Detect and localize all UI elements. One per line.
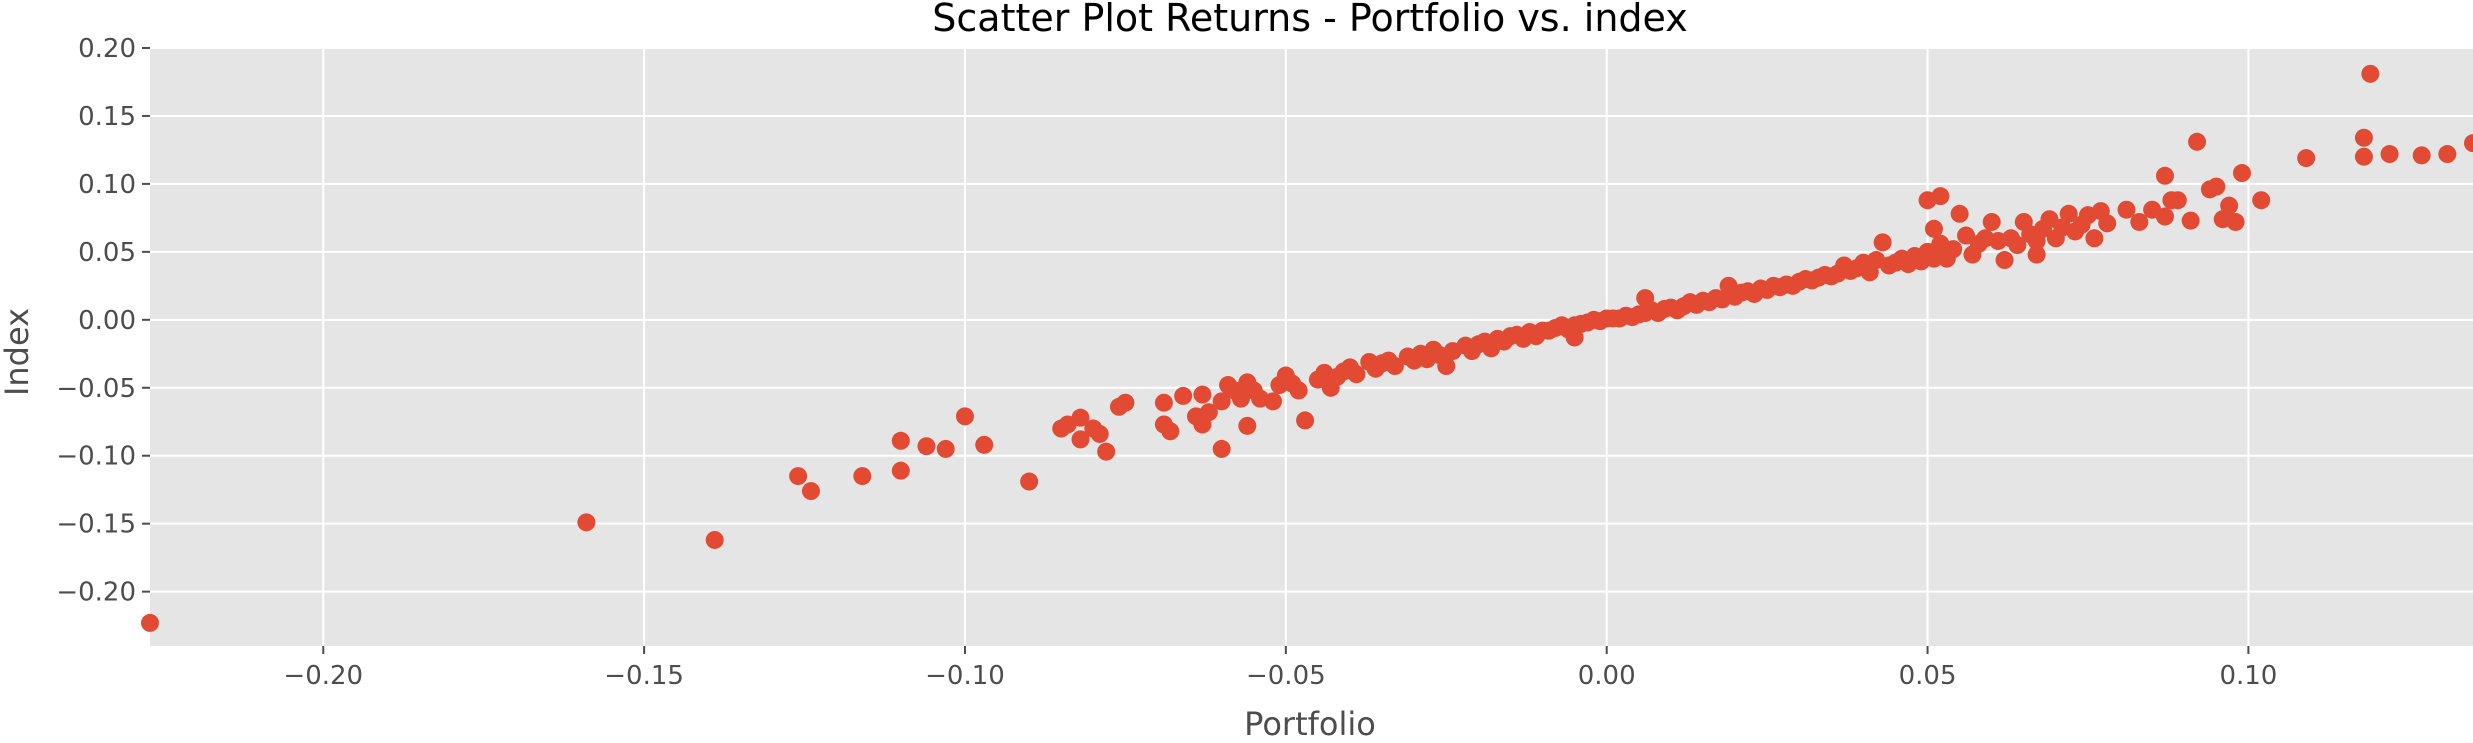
data-point [955,407,974,426]
data-point [936,439,955,458]
data-point [2354,147,2373,166]
x-tick-label: 0.10 [2219,661,2277,691]
x-tick-label: −0.20 [283,661,363,691]
data-point [1116,393,1135,412]
data-point [2155,166,2174,185]
data-point [2207,177,2226,196]
chart-title: Scatter Plot Returns - Portfolio vs. ind… [932,0,1687,40]
data-point [2130,212,2149,231]
data-point [2098,214,2117,233]
data-point [1090,424,1109,443]
data-point [2361,64,2380,83]
y-tick-label: 0.05 [78,238,136,268]
data-points [141,64,2473,632]
data-point [1347,365,1366,384]
data-point [1193,385,1212,404]
data-point [141,613,159,632]
grid-lines [150,47,2473,646]
data-point [891,431,910,450]
data-point [705,530,724,549]
data-point [853,467,872,486]
data-point [2252,191,2271,210]
data-point [2464,134,2473,153]
data-point [1154,393,1173,412]
y-tick-label: −0.05 [56,374,136,404]
y-tick-label: −0.15 [56,510,136,540]
data-point [1289,381,1308,400]
data-point [2188,132,2207,151]
x-tick-label: −0.10 [925,661,1005,691]
data-point [1437,357,1456,376]
data-point [1199,403,1218,422]
y-tick-label: −0.10 [56,442,136,472]
data-point [2085,229,2104,248]
plot-area [150,48,2473,646]
x-tick-label: −0.15 [604,661,684,691]
data-point [2155,207,2174,226]
data-point [917,437,936,456]
y-axis-ticks: −0.20 −0.15 −0.10 −0.05 0.00 0.05 0.10 0.15 0.20 [56,34,150,608]
data-point [1924,249,1943,268]
data-point [1263,392,1282,411]
data-point [1174,386,1193,405]
data-point [1161,422,1180,441]
data-point [2297,149,2316,168]
data-point [1020,472,1039,491]
data-point [891,461,910,480]
data-point [1873,233,1892,252]
data-point [1385,357,1404,376]
data-point [1238,416,1257,435]
data-point [1982,212,2001,231]
data-point [1950,204,1969,223]
data-point [2027,245,2046,264]
data-point [2059,204,2078,223]
data-point [2168,191,2187,210]
data-point [801,482,820,501]
data-point [1944,240,1963,259]
data-point [1957,226,1976,245]
data-point [2380,145,2399,164]
data-point [2181,211,2200,230]
data-point [789,467,808,486]
x-axis-label: Portfolio [1244,705,1376,743]
data-point [1071,408,1090,427]
data-point [1924,219,1943,238]
data-point [1231,389,1250,408]
data-point [2220,196,2239,215]
y-tick-label: 0.00 [78,306,136,336]
data-point [1995,251,2014,270]
x-tick-label: 0.00 [1578,661,1636,691]
x-axis-ticks: −0.20 −0.15 −0.10 −0.05 0.00 0.05 0.10 [283,646,2277,691]
data-point [1212,439,1231,458]
data-point [1071,430,1090,449]
data-point [577,513,596,532]
data-point [1296,411,1315,430]
y-tick-label: 0.10 [78,170,136,200]
x-tick-label: −0.05 [1246,661,1326,691]
data-point [1212,392,1231,411]
data-point [975,435,994,454]
data-point [2008,236,2027,255]
y-tick-label: −0.20 [56,578,136,608]
data-point [2412,146,2431,165]
data-point [2226,212,2245,231]
x-tick-label: 0.05 [1899,661,1957,691]
y-tick-label: 0.15 [78,102,136,132]
data-point [2438,145,2457,164]
data-point [2354,128,2373,147]
y-axis-label: Index [0,308,36,396]
data-point [2117,200,2136,219]
data-point [1097,442,1116,461]
data-point [2040,210,2059,229]
data-point [1931,187,1950,206]
data-point [2232,164,2251,183]
y-tick-label: 0.20 [78,34,136,64]
